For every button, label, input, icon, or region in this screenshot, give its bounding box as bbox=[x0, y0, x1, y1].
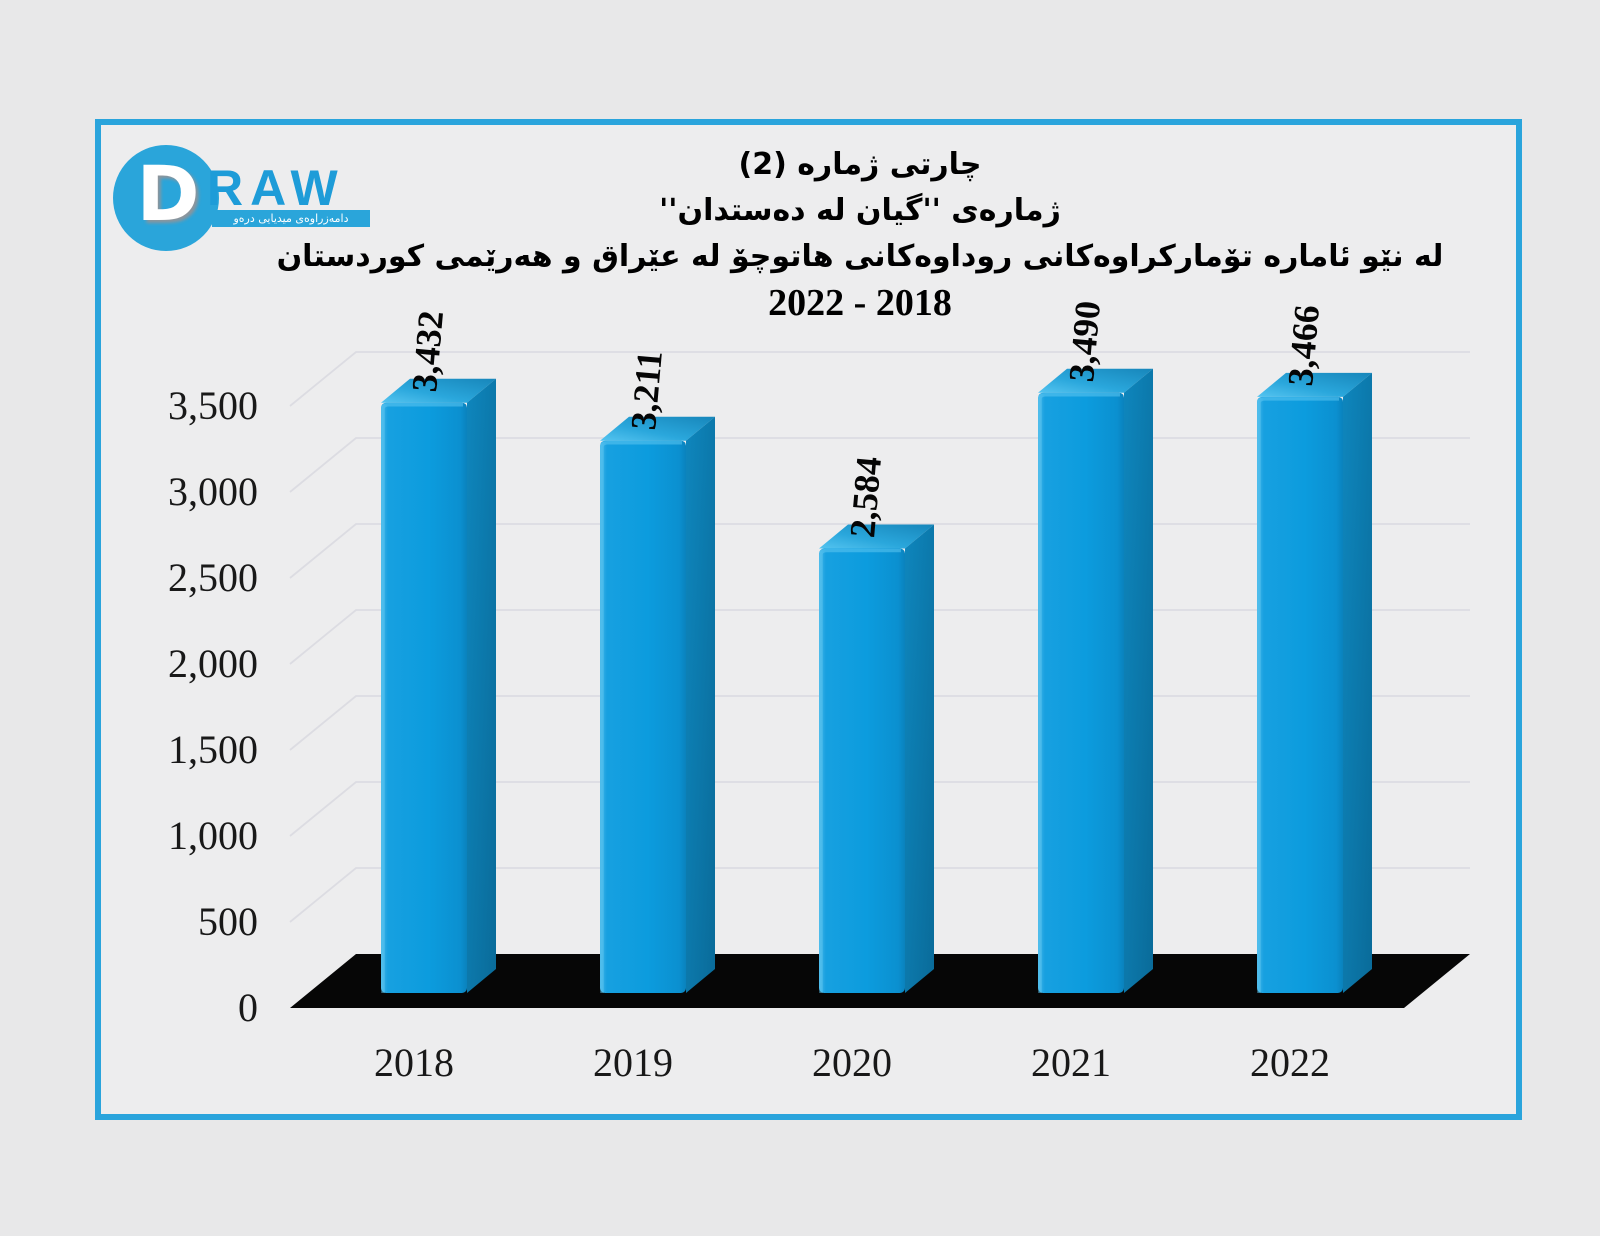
y-tick-label: 1,500 bbox=[168, 727, 258, 772]
y-tick-label: 3,000 bbox=[168, 469, 258, 514]
x-tick-label: 2020 bbox=[812, 1040, 892, 1085]
x-tick-label: 2019 bbox=[593, 1040, 673, 1085]
y-tick-label: 3,500 bbox=[168, 383, 258, 428]
bar-value-label: 2,584 bbox=[842, 455, 889, 539]
bar-front-face bbox=[819, 548, 905, 993]
bar-front-face bbox=[381, 402, 467, 993]
x-axis: 2018 2019 2020 2021 2022 bbox=[374, 1040, 1330, 1085]
gridline bbox=[289, 351, 1470, 407]
bar-side-face bbox=[905, 524, 934, 993]
bars: 3,432 3,211 2,584 3,490 3,466 bbox=[381, 299, 1372, 994]
x-tick-label: 2022 bbox=[1250, 1040, 1330, 1085]
draw-logo: D RAW دامەزراوەی میدیایی درەو bbox=[113, 145, 383, 255]
bar-front-face bbox=[1038, 392, 1124, 994]
y-tick-label: 0 bbox=[238, 985, 258, 1030]
bar-value-label: 3,466 bbox=[1280, 303, 1327, 387]
bar-bevel-highlight bbox=[381, 402, 463, 993]
logo-tagline: دامەزراوەی میدیایی درەو bbox=[212, 210, 370, 227]
title-line-3: له نێو ئاماره تۆمارکراوەکانی روداوەکانی … bbox=[276, 239, 1444, 274]
logo-d-letter: D bbox=[136, 149, 200, 238]
y-tick-label: 500 bbox=[198, 899, 258, 944]
bar-front-face bbox=[1257, 396, 1343, 993]
bar-2018: 3,432 bbox=[381, 309, 496, 993]
y-tick-label: 2,500 bbox=[168, 555, 258, 600]
bar-bevel-highlight bbox=[1038, 392, 1120, 993]
bar-value-label: 3,211 bbox=[623, 349, 670, 431]
bar-value-label: 3,490 bbox=[1061, 299, 1108, 383]
y-tick-label: 1,000 bbox=[168, 813, 258, 858]
bar-top-face bbox=[819, 524, 934, 549]
bar-side-face bbox=[686, 416, 715, 993]
x-tick-label: 2018 bbox=[374, 1040, 454, 1085]
bar-side-face bbox=[1343, 372, 1372, 993]
title-line-1: چارتی ژماره (2) bbox=[738, 147, 982, 182]
bar-2020: 2,584 bbox=[819, 455, 934, 993]
chart-title: چارتی ژماره (2) ژمارەی ''گیان له دەستدان… bbox=[200, 142, 1520, 326]
title-line-2: ژمارەی ''گیان له دەستدان'' bbox=[659, 193, 1061, 228]
bar-2022: 3,466 bbox=[1257, 303, 1372, 993]
bar-value-label: 3,432 bbox=[404, 309, 451, 393]
logo-d-mark-icon: D bbox=[113, 145, 219, 251]
y-tick-label: 2,000 bbox=[168, 641, 258, 686]
x-tick-label: 2021 bbox=[1031, 1040, 1111, 1085]
bar-bevel-highlight bbox=[819, 548, 901, 993]
bar-top-face bbox=[1038, 368, 1153, 393]
bar-side-face bbox=[467, 378, 496, 993]
bar-bevel-highlight bbox=[1257, 397, 1339, 993]
bar-2021: 3,490 bbox=[1038, 299, 1153, 994]
bar-front-face bbox=[600, 440, 686, 993]
bar-bevel-highlight bbox=[600, 440, 682, 993]
title-line-4-years: 2022 - 2018 bbox=[768, 282, 952, 324]
bar-top-face bbox=[1257, 372, 1372, 397]
logo-wordmark: RAW bbox=[207, 160, 345, 216]
bar-top-face bbox=[600, 416, 715, 441]
bar-2019: 3,211 bbox=[600, 349, 715, 993]
y-axis: 0 500 1,000 1,500 2,000 2,500 3,000 3,500 bbox=[168, 383, 258, 1030]
bar-top-face bbox=[381, 378, 496, 403]
bar-side-face bbox=[1124, 368, 1153, 994]
